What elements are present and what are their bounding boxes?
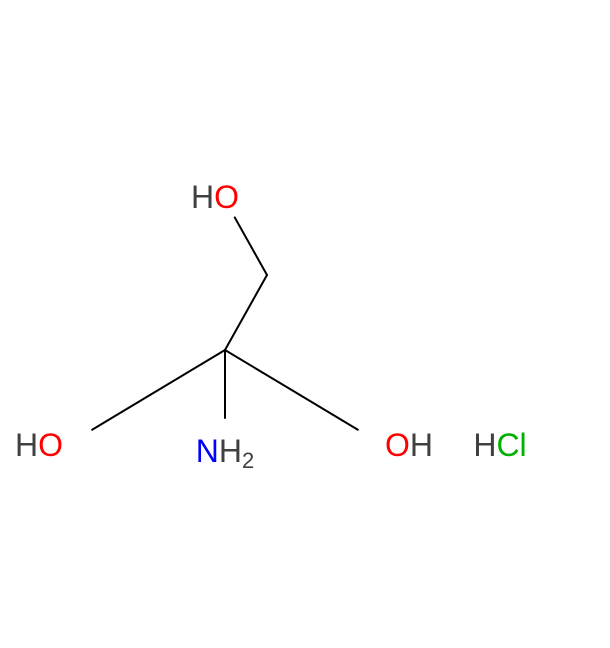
hydroxyl-left-label: HO <box>15 427 63 463</box>
bond <box>92 395 150 430</box>
hydroxyl-top-label: HO <box>191 179 239 215</box>
hydroxyl-right-label: OH <box>385 427 433 463</box>
amine-label: NH2 <box>196 433 254 472</box>
bond <box>150 350 225 395</box>
bond <box>225 275 267 350</box>
hcl-label: HCl <box>473 427 526 463</box>
bond <box>225 350 300 395</box>
bond <box>235 217 267 275</box>
bond <box>300 395 358 430</box>
molecule-diagram: HO HO OH NH2 HCl <box>0 0 610 648</box>
